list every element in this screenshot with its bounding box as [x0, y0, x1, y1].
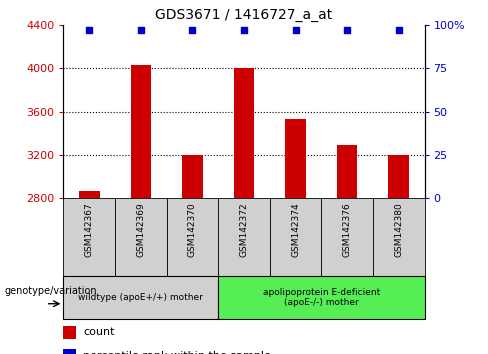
Point: [292, 27, 300, 33]
Bar: [182, 155, 203, 198]
Bar: [285, 119, 306, 198]
Text: GSM142372: GSM142372: [240, 202, 248, 257]
Bar: [63, 276, 218, 319]
Text: genotype/variation: genotype/variation: [5, 286, 98, 296]
Bar: [322, 198, 373, 276]
Text: count: count: [83, 327, 115, 337]
Title: GDS3671 / 1416727_a_at: GDS3671 / 1416727_a_at: [155, 8, 333, 22]
Point: [85, 27, 93, 33]
Bar: [234, 68, 254, 198]
Point: [240, 27, 248, 33]
Bar: [337, 145, 358, 198]
Bar: [115, 198, 166, 276]
Point: [188, 27, 196, 33]
Bar: [270, 198, 322, 276]
Text: GSM142376: GSM142376: [343, 202, 352, 257]
Bar: [218, 276, 425, 319]
Point: [137, 27, 145, 33]
Bar: [166, 198, 218, 276]
Text: wildtype (apoE+/+) mother: wildtype (apoE+/+) mother: [79, 293, 203, 302]
Text: GSM142369: GSM142369: [136, 202, 145, 257]
Bar: [373, 198, 425, 276]
Point: [395, 27, 403, 33]
Text: GSM142367: GSM142367: [85, 202, 94, 257]
Text: percentile rank within the sample: percentile rank within the sample: [83, 351, 271, 354]
Point: [343, 27, 351, 33]
Text: apolipoprotein E-deficient
(apoE-/-) mother: apolipoprotein E-deficient (apoE-/-) mot…: [263, 288, 380, 307]
Text: GSM142374: GSM142374: [291, 202, 300, 257]
Text: GSM142370: GSM142370: [188, 202, 197, 257]
Text: GSM142380: GSM142380: [394, 202, 403, 257]
Bar: [388, 155, 409, 198]
Bar: [63, 349, 76, 354]
Bar: [218, 198, 270, 276]
Bar: [63, 198, 115, 276]
Bar: [79, 191, 100, 198]
Bar: [63, 326, 76, 339]
Bar: [130, 65, 151, 198]
